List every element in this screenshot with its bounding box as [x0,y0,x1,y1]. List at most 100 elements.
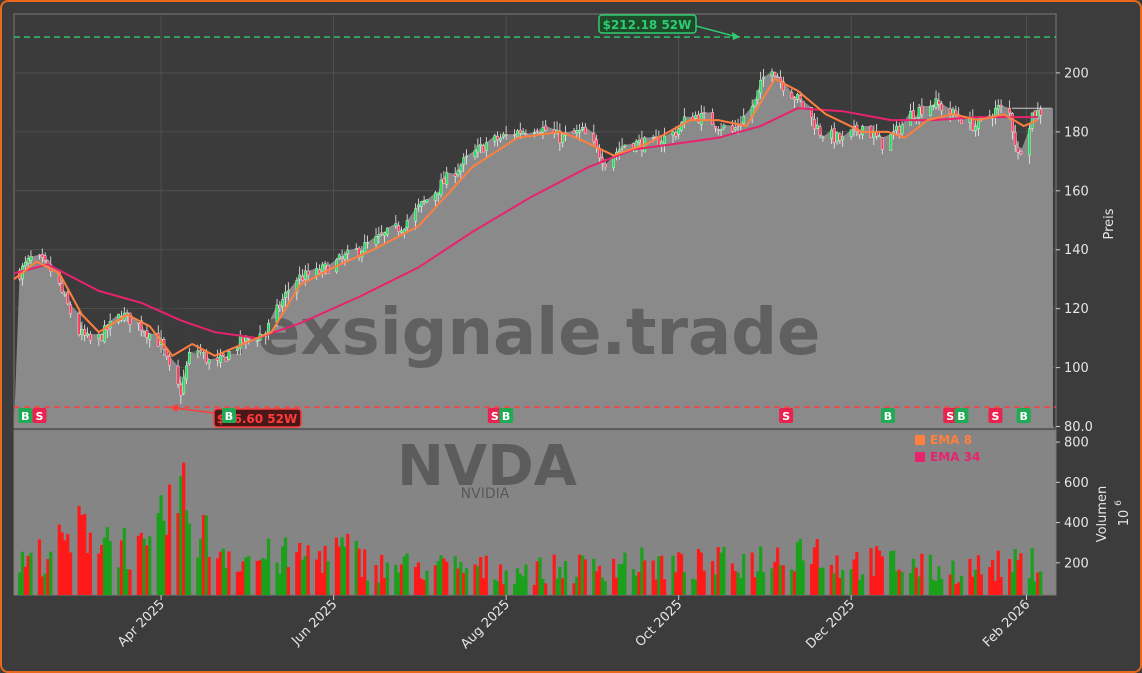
candle-body [199,350,203,353]
volume-bar [651,560,655,595]
volume-bar [674,572,678,595]
candle-body [538,132,542,134]
signal-marker-sell: S [943,408,958,423]
volume-bar [640,547,644,595]
candle-body [425,199,429,203]
candle-body [1027,128,1031,156]
volume-bar [162,520,166,595]
signal-label: S [782,410,790,423]
ticker-sub-watermark: NVIDIA [461,486,510,502]
volume-bar [691,578,695,595]
volume-bar [1019,553,1023,595]
candle-body [841,136,845,140]
candle-body [917,107,921,118]
candle-body [128,312,132,325]
candle-body [730,125,734,132]
price-axis-ticks: 80.0 100 120 140 160 180 200 [1056,66,1093,435]
signal-badge [779,408,794,423]
volume-bar [968,558,972,595]
volume-bar [908,573,913,595]
volume-bar [1036,572,1040,595]
volume-bar [117,567,121,595]
volume-bar [68,552,73,595]
candle-body [80,329,84,335]
candle-body [301,275,304,282]
volume-bar [849,569,853,595]
volume-bar [575,576,579,595]
legend-label-ema8: EMA 8 [930,433,972,447]
candle-body [43,255,47,261]
volume-bar [419,578,423,595]
candle-body [278,305,282,308]
volume-bar [940,578,944,595]
volume-bar [515,568,520,595]
watermark: forexsignale.trade [154,296,821,370]
volume-bar [643,560,647,595]
candle-body [796,94,799,100]
volume-bar [337,546,341,595]
signal-badge [1016,408,1031,423]
price-tick-label: 120 [1064,302,1089,317]
volume-bar [26,555,30,595]
volume-bar [258,560,262,595]
signal-badge [221,408,236,423]
ema8-line [13,77,1039,358]
candle-body [937,100,941,105]
volume-bar [462,573,466,595]
volume-bar [346,533,350,595]
volume-bar [739,577,743,595]
candle-body [521,131,525,135]
volume-bar [976,555,981,595]
volume-bar [278,573,282,595]
signal-badge [880,408,895,423]
candle-body [762,76,765,79]
candle-body [518,130,522,134]
volume-bar [914,567,918,595]
volume-bar [442,558,446,595]
candle-body [142,331,146,333]
signal-marker-buy: B [221,408,236,423]
candle-body [1013,132,1017,146]
price-tick-label: 80.0 [1064,420,1093,435]
candle-body [176,365,180,385]
candle-body [931,104,935,107]
price-tick-label: 200 [1064,66,1089,81]
volume-bar [184,510,189,595]
candle-body [776,76,780,79]
candle-body [951,108,955,116]
candle-body [756,90,760,100]
volume-bar [315,559,319,595]
signal-marker-buy: B [1016,408,1031,423]
volume-bar [306,545,310,595]
candle-body [60,283,64,293]
volume-bar [592,558,596,595]
candle-body [934,98,938,108]
volume-bar [179,476,183,595]
signal-marker-buy: B [954,408,969,423]
signal-label: S [991,410,999,423]
volume-bar [340,537,344,595]
volume-bar [931,579,935,595]
candle-body [1036,110,1040,119]
candle-body [499,137,502,141]
candle-body [241,336,245,344]
volume-bar [877,550,882,595]
price-tick-label: 180 [1064,125,1089,140]
volume-bar [872,575,876,595]
volume-bar [286,567,290,595]
candle-body [168,356,171,366]
candle-body [838,133,842,141]
signal-label: B [502,410,510,423]
volume-bar [182,462,186,595]
volume-bar [422,579,426,595]
high-52w-annotation: $212.18 52W [598,14,740,41]
volume-bar [829,564,833,595]
volume-bar [207,557,211,595]
volume-bar [815,539,819,595]
volume-bar [679,553,684,595]
volume-bar [694,579,698,595]
candle-body [1039,108,1043,116]
volume-bar [657,556,661,595]
volume-bar [617,564,621,595]
volume-bar [798,538,802,595]
